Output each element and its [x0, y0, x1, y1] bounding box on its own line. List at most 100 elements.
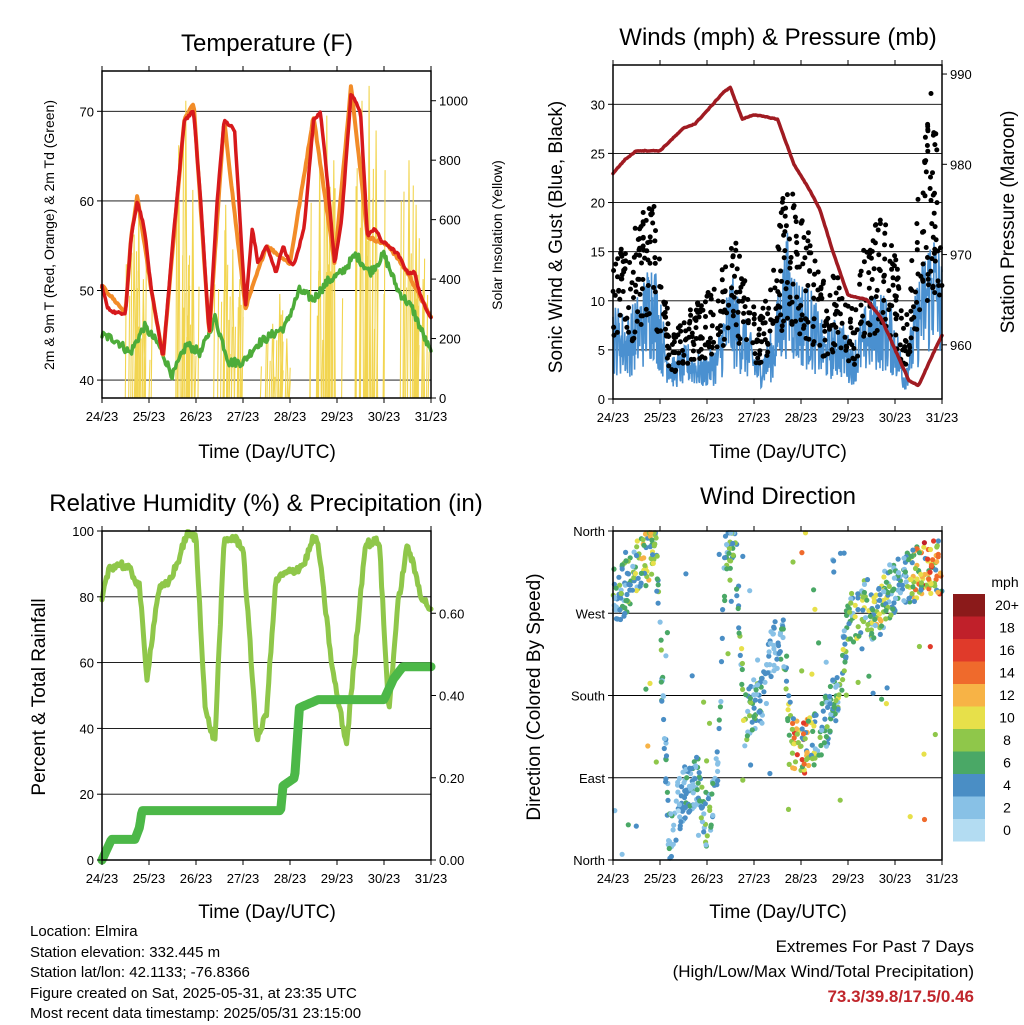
direction-point: [619, 603, 626, 609]
gust-point: [836, 296, 842, 302]
gust-point: [632, 225, 638, 231]
direction-point: [841, 628, 847, 634]
y2-tick-label: 980: [950, 157, 972, 172]
direction-point: [657, 619, 663, 625]
direction-point: [827, 728, 833, 734]
x-tick-label: 25/23: [644, 410, 677, 425]
gust-point: [690, 339, 696, 345]
gust-point: [906, 342, 912, 348]
gust-point: [739, 276, 744, 282]
humidity-x-ticks: 24/23 25/23 26/23 27/23 28/23 29/23 30/23 31/23: [86, 526, 447, 886]
gust-point: [778, 223, 784, 229]
gust-point: [640, 243, 646, 249]
gust-point: [930, 192, 936, 198]
gust-point: [790, 281, 796, 287]
direction-point: [818, 742, 824, 749]
gust-point: [646, 206, 652, 212]
x-tick-label: 29/23: [321, 871, 354, 886]
gust-point: [702, 355, 708, 361]
direction-point: [719, 635, 725, 642]
gust-point: [803, 245, 809, 251]
gust-point: [836, 285, 842, 291]
direction-point: [652, 541, 658, 547]
gust-point: [653, 228, 658, 234]
y2-tick-label: 200: [439, 332, 461, 347]
direction-point: [747, 713, 753, 719]
x-tick-label: 28/23: [785, 410, 818, 425]
y-tick-label: 15: [591, 245, 605, 260]
direction-point: [696, 774, 702, 780]
gust-point: [849, 306, 855, 311]
series-total-rainfall: [97, 662, 436, 865]
direction-point: [852, 614, 858, 620]
gust-point: [751, 321, 757, 327]
direction-point: [855, 607, 861, 613]
direction-point: [934, 573, 940, 579]
gust-point: [735, 309, 741, 315]
gust-point: [736, 298, 742, 304]
direction-point: [927, 644, 933, 650]
gust-point: [920, 278, 926, 284]
gust-point: [921, 229, 927, 234]
station-location: Location: Elmira: [30, 923, 138, 940]
direction-panel: Wind Direction 24/23 25/23 26/23 27/23 28/23…: [524, 483, 1019, 923]
gust-point: [922, 134, 928, 140]
gust-point: [644, 248, 650, 254]
direction-point: [747, 695, 754, 701]
direction-point: [716, 717, 722, 723]
direction-point: [623, 549, 629, 556]
direction-point: [647, 544, 653, 550]
direction-point: [934, 543, 940, 549]
direction-y-ticks: North East South West North: [571, 524, 613, 868]
gust-point: [787, 236, 792, 242]
gust-point: [794, 240, 800, 246]
direction-point: [654, 588, 660, 594]
gust-point: [735, 333, 741, 339]
gust-point: [697, 307, 703, 313]
gust-point: [822, 337, 828, 343]
gust-point: [838, 345, 844, 351]
x-tick-label: 30/23: [879, 410, 912, 425]
direction-point: [709, 791, 715, 797]
station-info: Location: Elmira Station elevation: 332.…: [30, 922, 361, 1025]
gust-point: [652, 238, 658, 244]
x-tick-label: 31/23: [926, 410, 959, 425]
gust-point: [882, 242, 887, 248]
direction-point: [722, 555, 728, 561]
gust-point: [709, 351, 715, 357]
gust-point: [900, 347, 906, 353]
gust-point: [924, 298, 930, 303]
direction-point: [689, 673, 695, 679]
y2-tick-label: 0.40: [439, 689, 464, 704]
direction-point: [921, 751, 927, 757]
gust-point: [733, 247, 739, 253]
direction-point: [699, 819, 706, 825]
gust-point: [768, 287, 774, 293]
direction-point: [833, 718, 839, 724]
direction-point: [751, 677, 757, 683]
gust-point: [869, 277, 875, 282]
direction-point: [649, 571, 655, 577]
gust-point: [764, 340, 770, 346]
gust-point: [645, 283, 651, 288]
direction-point: [625, 822, 631, 828]
direction-point: [714, 749, 720, 755]
gust-point: [843, 302, 848, 308]
direction-point: [697, 798, 703, 804]
direction-point: [891, 575, 898, 581]
direction-point: [706, 720, 713, 726]
direction-point: [749, 719, 755, 725]
direction-point: [664, 789, 671, 795]
direction-point: [848, 596, 854, 602]
y2-tick-label: 970: [950, 248, 972, 263]
direction-point: [895, 556, 901, 562]
humidity-y-axis-label: Percent & Total Rainfall: [29, 598, 50, 795]
direction-point: [908, 553, 915, 559]
gust-point: [777, 304, 783, 310]
direction-point: [916, 643, 923, 650]
gust-point: [687, 320, 692, 326]
y2-tick-label: 0.20: [439, 771, 464, 786]
direction-point: [774, 665, 780, 672]
gust-point: [624, 324, 630, 330]
direction-point: [790, 716, 797, 722]
